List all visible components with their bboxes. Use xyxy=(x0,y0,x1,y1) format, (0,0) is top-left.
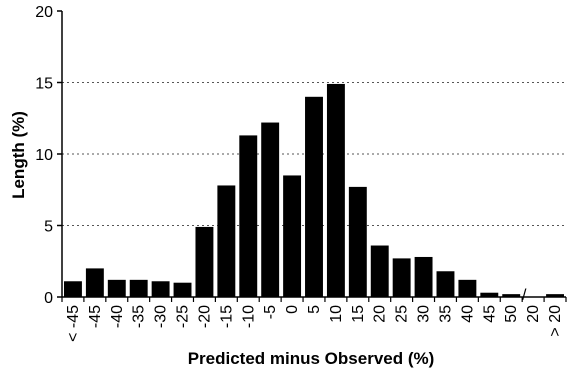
x-tick-label: -10 xyxy=(240,305,257,328)
bar-17 xyxy=(436,271,455,297)
x-tick-label: 10 xyxy=(328,305,345,323)
bar-8 xyxy=(239,135,258,297)
y-tick-label: 20 xyxy=(35,4,53,21)
bar-15 xyxy=(392,258,411,297)
x-tick-label: -40 xyxy=(109,305,126,328)
x-tick-label: -20 xyxy=(196,305,213,328)
bar-13 xyxy=(348,186,367,297)
x-tick-label: -30 xyxy=(153,305,170,328)
x-tick-label: 50 xyxy=(503,305,520,323)
x-tick-label: 5 xyxy=(306,305,323,314)
bar-22 xyxy=(546,294,564,297)
x-tick-label: 15 xyxy=(350,305,367,323)
x-tick-label: -25 xyxy=(175,305,192,328)
bar-18 xyxy=(458,279,477,297)
bar-4 xyxy=(151,281,170,297)
x-axis-title: Predicted minus Observed (%) xyxy=(188,349,435,368)
bar-3 xyxy=(129,279,148,297)
x-tick-label: 25 xyxy=(394,305,411,323)
y-tick-label: 15 xyxy=(35,76,53,93)
x-tick-labels: < -45 -45 -40 -35 -30 -25 -20 -15 -10 -5 0 5 10 15 20 2… xyxy=(61,287,567,342)
x-tick-label: 20 xyxy=(525,305,542,323)
x-tick-label: 30 xyxy=(416,305,433,323)
x-tick-label: -45 xyxy=(87,305,104,328)
bar-19 xyxy=(480,292,499,297)
y-tick-labels: 0 5 10 15 20 xyxy=(35,4,62,307)
bar-11 xyxy=(305,96,323,297)
x-tick-label: 20 xyxy=(372,305,389,323)
x-tick-label: 45 xyxy=(481,305,498,323)
x-tick-label: 40 xyxy=(459,305,476,323)
y-tick-label: 10 xyxy=(35,147,53,164)
bar-14 xyxy=(370,245,389,297)
bar-0 xyxy=(64,281,82,297)
bar-5 xyxy=(173,282,192,297)
x-tick-label: -15 xyxy=(218,305,235,328)
x-tick-label: -35 xyxy=(131,305,148,328)
bar-6 xyxy=(195,226,214,297)
y-tick-label: 0 xyxy=(44,290,53,307)
bar-16 xyxy=(414,256,433,297)
x-tick-label: < -45 xyxy=(65,305,82,342)
bar-2 xyxy=(107,279,126,297)
bar-9 xyxy=(261,122,280,297)
x-tick-label: 0 xyxy=(284,305,301,314)
bar-10 xyxy=(283,175,302,297)
x-tick-label: 35 xyxy=(437,305,454,323)
y-axis-title: Length (%) xyxy=(9,111,28,199)
bars xyxy=(64,83,564,298)
bar-7 xyxy=(217,185,236,297)
y-tick-label: 5 xyxy=(44,219,53,236)
x-tick-label: > 20 xyxy=(547,305,564,337)
bar-1 xyxy=(85,268,104,297)
x-tick-label: -5 xyxy=(262,305,279,319)
axis-break-mark: / xyxy=(522,287,527,304)
bar-20 xyxy=(502,294,521,297)
bar-12 xyxy=(326,83,345,298)
